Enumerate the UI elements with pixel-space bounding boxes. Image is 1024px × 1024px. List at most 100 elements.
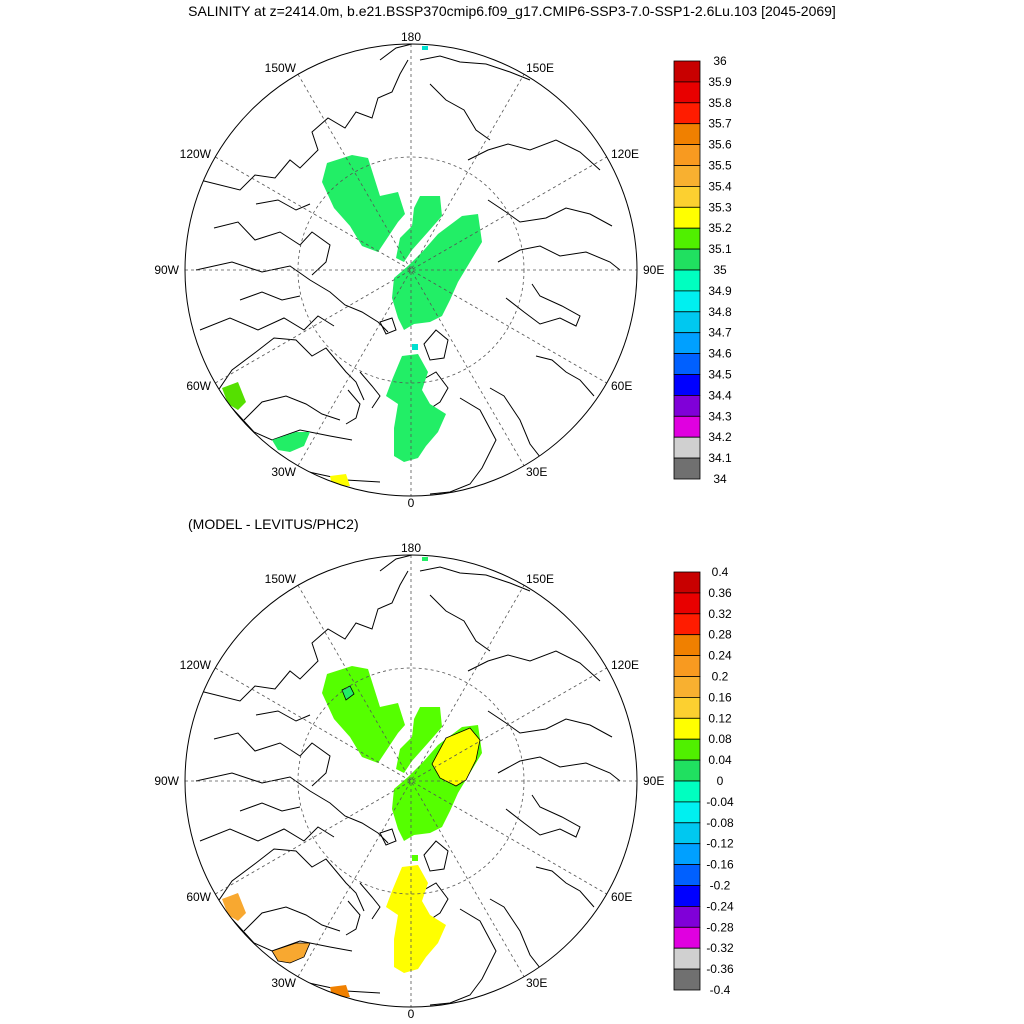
bottom-colorbar-swatch bbox=[673, 738, 701, 761]
top-colorbar: 36 35.9 35.8 35.7 35.6 35.5 35.4 35.3 35.2 35.1 35… bbox=[673, 54, 732, 486]
makarov-field bbox=[396, 196, 442, 262]
top-label-60e: 60E bbox=[611, 379, 632, 393]
top-colorbar-swatch bbox=[673, 332, 701, 355]
top-label-180: 180 bbox=[401, 30, 421, 44]
bottom-colorbar-swatch bbox=[673, 780, 701, 803]
top-colorbar-swatch bbox=[673, 457, 701, 480]
top-colorbar-tick-label: 34.7 bbox=[708, 326, 732, 340]
top-label-30w: 30W bbox=[271, 465, 296, 479]
top-colorbar-swatch bbox=[673, 144, 701, 166]
top-colorbar-swatch bbox=[673, 290, 701, 313]
top-colorbar-swatch bbox=[673, 394, 701, 417]
makarov-diff bbox=[396, 707, 442, 773]
top-colorbar-tick-label: 35 bbox=[713, 263, 727, 277]
green-speck-bottom bbox=[412, 855, 418, 861]
norwegian-sea-diff bbox=[386, 865, 446, 973]
top-colorbar-swatch bbox=[673, 60, 701, 83]
bottom-colorbar-tick-label: -0.04 bbox=[706, 795, 734, 809]
bottom-label-60e: 60E bbox=[611, 890, 632, 904]
eurasian-basin-field bbox=[392, 214, 482, 330]
top-label-120w: 120W bbox=[180, 147, 212, 161]
bottom-colorbar-swatch bbox=[673, 864, 701, 886]
eurasian-basin-diff-yellow bbox=[431, 727, 481, 787]
bottom-colorbar-tick-label: -0.12 bbox=[706, 837, 734, 851]
top-colorbar-swatch bbox=[673, 206, 701, 229]
top-colorbar-swatch bbox=[673, 415, 701, 438]
top-colorbar-tick-label: 34 bbox=[713, 472, 727, 486]
top-colorbar-tick-label: 35.4 bbox=[708, 179, 732, 193]
bottom-colorbar-tick-label: -0.08 bbox=[706, 816, 734, 830]
bottom-colorbar-swatch bbox=[673, 906, 701, 928]
top-colorbar-tick-label: 36 bbox=[713, 54, 727, 68]
top-colorbar-tick-label: 34.4 bbox=[708, 388, 732, 402]
bottom-label-60w: 60W bbox=[186, 890, 211, 904]
top-colorbar-swatch bbox=[673, 248, 701, 271]
bottom-colorbar-swatch bbox=[673, 822, 701, 845]
bottom-colorbar-tick-label: 0.04 bbox=[708, 753, 732, 767]
bottom-colorbar: 0.4 0.36 0.32 0.28 0.24 0.2 0.16 0.12 0.08 0.04 0 -… bbox=[673, 565, 734, 997]
bottom-colorbar-tick-label: -0.36 bbox=[706, 962, 734, 976]
top-colorbar-tick-label: 35.5 bbox=[708, 159, 732, 173]
top-colorbar-swatch bbox=[673, 311, 701, 334]
top-colorbar-tick-label: 34.6 bbox=[708, 347, 732, 361]
bottom-colorbar-tick-label: 0.08 bbox=[708, 732, 732, 746]
top-coastlines bbox=[195, 44, 621, 495]
bottom-colorbar-swatch bbox=[673, 717, 701, 740]
bottom-label-120e: 120E bbox=[611, 658, 639, 672]
cyan-speck-top bbox=[412, 344, 418, 350]
bottom-colorbar-tick-label: -0.2 bbox=[710, 879, 731, 893]
top-colorbar-swatch bbox=[673, 81, 701, 104]
top-lon-labels: 180 0 90W 90E 150W 150E 120W 120E 60W 60… bbox=[154, 30, 664, 510]
bottom-colorbar-swatch bbox=[673, 843, 701, 866]
bottom-colorbar-tick-label: -0.32 bbox=[706, 941, 734, 955]
bottom-colorbar-swatch bbox=[673, 571, 701, 594]
top-colorbar-swatch bbox=[673, 102, 701, 125]
bottom-label-0: 0 bbox=[408, 1007, 415, 1021]
bottom-colorbar-swatch bbox=[673, 885, 701, 907]
top-map: 180 0 90W 90E 150W 150E 120W 120E 60W 60… bbox=[154, 30, 664, 510]
plot-title: SALINITY at z=2414.0m, b.e21.BSSP370cmip… bbox=[188, 3, 836, 19]
top-colorbar-tick-label: 35.6 bbox=[708, 138, 732, 152]
top-label-150e: 150E bbox=[526, 61, 554, 75]
bottom-label-120w: 120W bbox=[180, 658, 212, 672]
top-colorbar-tick-label: 34.2 bbox=[708, 430, 732, 444]
top-colorbar-tick-label: 35.8 bbox=[708, 96, 732, 110]
bottom-colorbar-swatch bbox=[673, 968, 701, 991]
bottom-colorbar-swatch bbox=[673, 759, 701, 782]
bottom-colorbar-tick-label: 0.2 bbox=[712, 670, 729, 684]
top-colorbar-tick-label: 35.9 bbox=[708, 75, 732, 89]
irminger-diff bbox=[271, 942, 311, 964]
top-label-120e: 120E bbox=[611, 147, 639, 161]
irminger-field bbox=[272, 432, 310, 452]
bottom-colorbar-tick-label: -0.28 bbox=[706, 920, 734, 934]
top-colorbar-tick-label: 35.3 bbox=[708, 200, 732, 214]
bottom-colorbar-swatch bbox=[673, 926, 701, 949]
canada-basin-field bbox=[322, 155, 405, 252]
bottom-colorbar-tick-label: 0 bbox=[717, 774, 724, 788]
bottom-data-fields bbox=[222, 557, 482, 997]
top-map-boundary bbox=[184, 43, 638, 497]
bottom-colorbar-tick-label: 0.16 bbox=[708, 690, 732, 704]
bottom-colorbar-tick-label: 0.36 bbox=[708, 586, 732, 600]
bottom-colorbar-swatch bbox=[673, 676, 701, 698]
bottom-colorbar-swatch bbox=[673, 697, 701, 719]
top-colorbar-tick-label: 34.9 bbox=[708, 284, 732, 298]
top-colorbar-tick-label: 34.3 bbox=[708, 409, 732, 423]
top-colorbar-tick-label: 34.1 bbox=[708, 451, 732, 465]
top-colorbar-swatch bbox=[673, 269, 701, 292]
top-colorbar-swatch bbox=[673, 165, 701, 187]
bottom-colorbar-tick-label: 0.4 bbox=[712, 565, 729, 579]
bottom-graticule bbox=[185, 555, 637, 1007]
labrador-sea-diff bbox=[222, 893, 246, 921]
cyan-speck-pole bbox=[422, 46, 428, 50]
speck-pole-bottom bbox=[422, 557, 428, 561]
top-label-0: 0 bbox=[408, 496, 415, 510]
top-label-90e: 90E bbox=[643, 263, 664, 277]
bottom-colorbar-swatch bbox=[673, 613, 701, 636]
top-colorbar-swatch bbox=[673, 227, 701, 250]
bottom-label-30w: 30W bbox=[271, 976, 296, 990]
top-label-150w: 150W bbox=[265, 61, 297, 75]
bottom-map-boundary bbox=[184, 554, 638, 1008]
bottom-label-180: 180 bbox=[401, 541, 421, 555]
